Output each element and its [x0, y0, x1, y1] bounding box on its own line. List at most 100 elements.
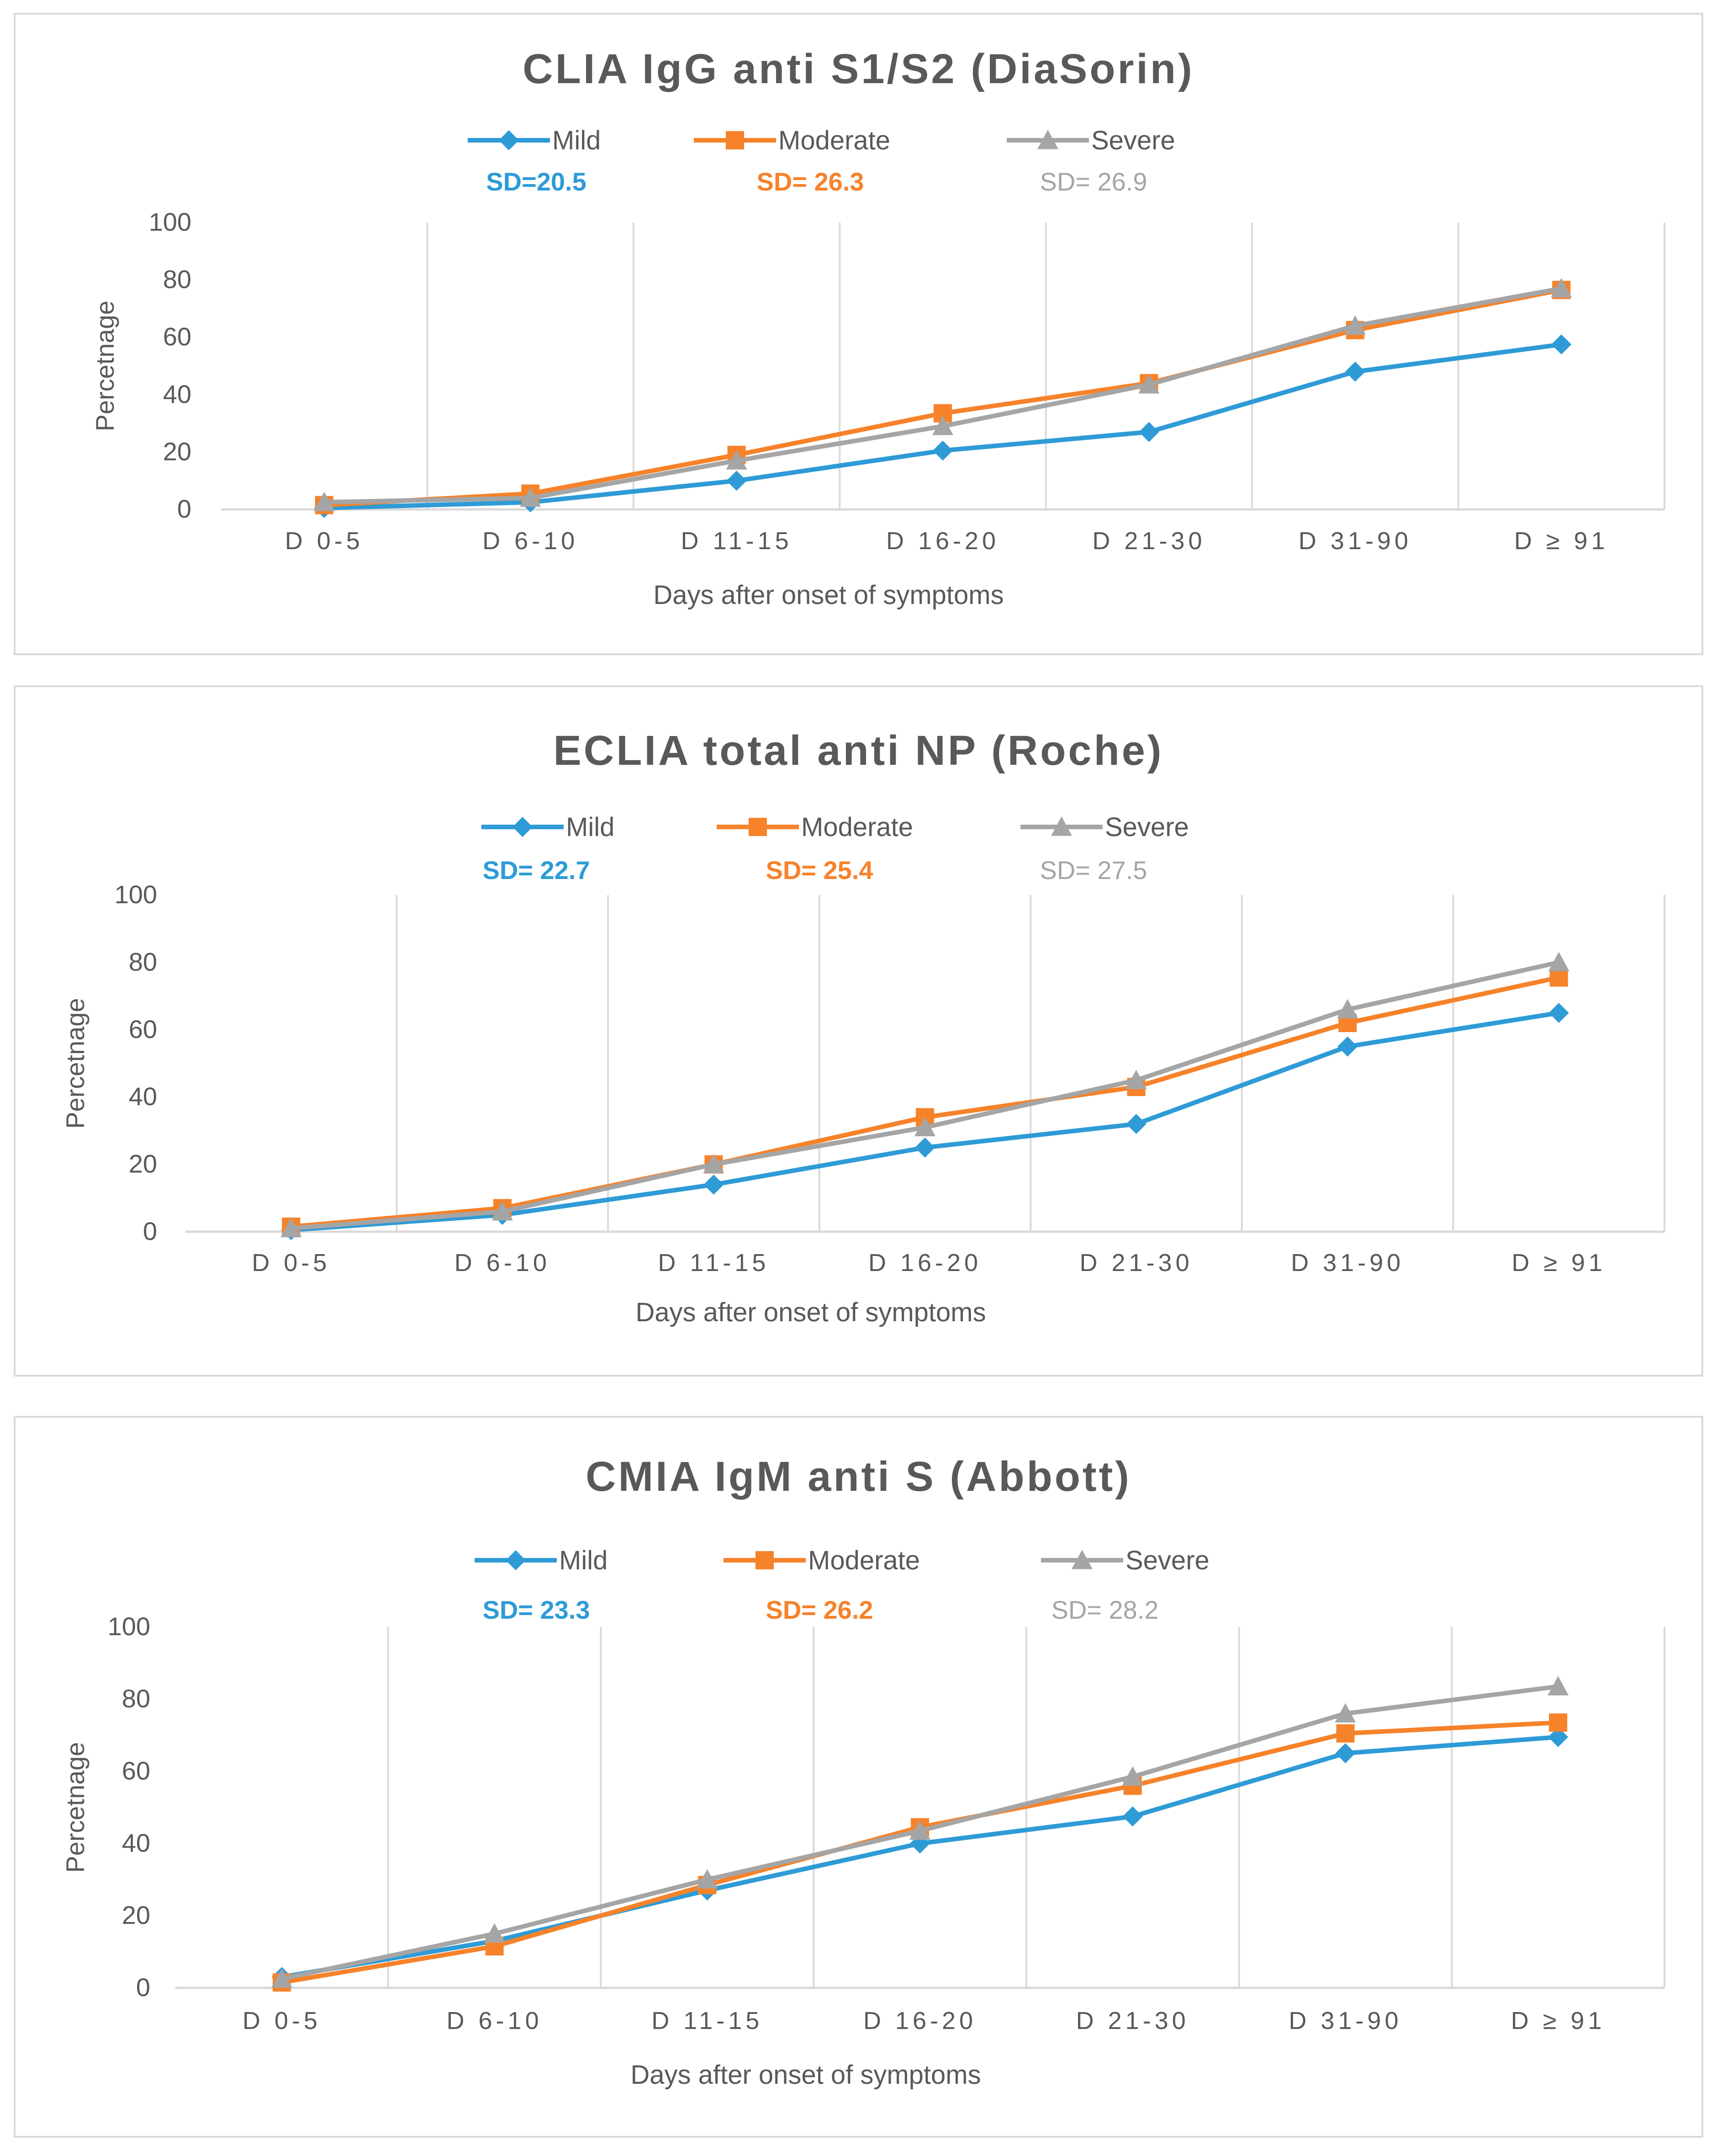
sd-label-mild: SD=20.5	[486, 167, 586, 196]
legend-label-mild: Mild	[566, 812, 614, 842]
x-tick-label: D 21-30	[1092, 527, 1205, 555]
sd-label-mild: SD= 23.3	[482, 1595, 590, 1624]
x-axis-title: Days after onset of symptoms	[635, 1298, 986, 1327]
x-tick-label: D 31-90	[1299, 527, 1412, 555]
x-tick-label: D ≥ 91	[1514, 527, 1609, 555]
legend-marker-mild	[506, 1550, 526, 1570]
y-tick-label: 40	[129, 1082, 157, 1111]
y-tick-label: 100	[108, 1612, 150, 1641]
x-tick-label: D 16-20	[868, 1249, 982, 1277]
x-tick-label: D 16-20	[886, 527, 999, 555]
y-tick-label: 80	[122, 1684, 150, 1713]
sd-label-moderate: SD= 26.3	[756, 167, 864, 196]
chart-title: CLIA IgG anti S1/S2 (DiaSorin)	[523, 46, 1194, 92]
data-point-mild	[1548, 1727, 1569, 1747]
data-point-severe	[1344, 315, 1366, 335]
x-tick-label: D 0-5	[243, 2007, 321, 2034]
data-point-mild	[1122, 1806, 1143, 1827]
data-point-moderate	[1549, 968, 1568, 987]
chart-eclia-total: ECLIA total anti NP (Roche) Mild SD= 22.7 M…	[61, 727, 1665, 1327]
data-point-moderate	[1549, 1713, 1568, 1732]
y-tick-label: 0	[136, 1973, 150, 2002]
chart-title: CMIA IgM anti S (Abbott)	[586, 1453, 1131, 1500]
chart-panel-2: ECLIA total anti NP (Roche) Mild SD= 22.7 M…	[14, 685, 1703, 1377]
data-point-severe	[1548, 952, 1569, 971]
chart-panel-3: CMIA IgM anti S (Abbott) Mild SD= 23.3 Mode…	[14, 1416, 1703, 2138]
y-tick-label: 60	[163, 322, 191, 351]
y-tick-label: 20	[122, 1901, 150, 1929]
y-tick-label: 100	[115, 880, 157, 909]
legend-label-moderate: Moderate	[808, 1546, 920, 1575]
chart-panel-1: CLIA IgG anti S1/S2 (DiaSorin) Mild SD=20.…	[14, 13, 1703, 655]
y-tick-label: 60	[129, 1015, 157, 1044]
data-point-severe	[484, 1923, 505, 1943]
sd-label-severe: SD= 26.9	[1040, 167, 1147, 196]
legend-label-severe: Severe	[1105, 812, 1189, 842]
x-tick-label: D 0-5	[285, 527, 364, 555]
x-tick-label: D 16-20	[863, 2007, 977, 2034]
data-point-mild	[1335, 1743, 1356, 1764]
data-point-severe	[1138, 374, 1160, 394]
data-point-severe	[697, 1869, 718, 1889]
data-point-severe	[271, 1968, 292, 1988]
data-point-severe	[1335, 1703, 1356, 1723]
data-point-mild	[703, 1174, 724, 1195]
data-point-severe	[1551, 278, 1572, 297]
sd-label-severe: SD= 27.5	[1040, 856, 1147, 885]
legend-label-moderate: Moderate	[801, 812, 913, 842]
series-line-moderate	[291, 975, 1559, 1229]
x-axis-title: Days after onset of symptoms	[630, 2060, 981, 2090]
y-tick-label: 20	[129, 1150, 157, 1178]
legend-marker-moderate	[726, 131, 744, 149]
chart-title: ECLIA total anti NP (Roche)	[553, 727, 1163, 774]
data-point-mild	[1337, 1036, 1358, 1057]
legend-marker-severe	[1051, 816, 1072, 836]
legend-marker-mild	[512, 817, 533, 837]
x-tick-label: D 6-10	[454, 1249, 550, 1277]
data-point-mild	[1548, 1002, 1569, 1023]
x-tick-label: D 11-15	[658, 1249, 769, 1277]
series-line-severe	[291, 960, 1559, 1231]
legend-marker-mild	[499, 130, 519, 150]
data-point-mild	[915, 1137, 935, 1158]
legend-marker-severe	[1037, 130, 1058, 149]
y-tick-label: 0	[143, 1217, 157, 1245]
y-tick-label: 80	[163, 265, 191, 294]
x-axis-title: Days after onset of symptoms	[653, 580, 1004, 610]
data-point-mild	[1551, 334, 1572, 355]
y-axis-title: Percetnage	[61, 1742, 90, 1873]
legend-marker-severe	[1072, 1550, 1093, 1569]
legend-label-severe: Severe	[1091, 126, 1175, 155]
data-point-severe	[914, 1117, 935, 1137]
data-point-severe	[909, 1820, 930, 1840]
y-tick-label: 40	[122, 1828, 150, 1857]
y-tick-label: 0	[177, 494, 191, 523]
data-point-severe	[313, 492, 335, 511]
legend-label-mild: Mild	[559, 1546, 608, 1575]
sd-label-moderate: SD= 26.2	[766, 1595, 873, 1624]
x-tick-label: D 11-15	[651, 2007, 763, 2034]
chart-cmia-igm: CMIA IgM anti S (Abbott) Mild SD= 23.3 Mode…	[61, 1453, 1665, 2090]
legend-marker-moderate	[749, 818, 767, 836]
y-tick-label: 100	[149, 207, 191, 236]
x-tick-label: D 11-15	[681, 527, 792, 555]
legend-marker-moderate	[755, 1551, 774, 1569]
legend-label-severe: Severe	[1125, 1546, 1210, 1575]
x-tick-label: D 6-10	[447, 2007, 543, 2034]
data-point-severe	[703, 1154, 724, 1174]
x-tick-label: D ≥ 91	[1511, 1249, 1606, 1277]
data-point-severe	[1122, 1766, 1143, 1786]
data-point-severe	[520, 487, 541, 507]
x-tick-label: D 21-30	[1080, 1249, 1193, 1277]
data-point-severe	[1548, 1676, 1569, 1695]
data-point-mild	[1126, 1114, 1146, 1134]
data-point-moderate	[1336, 1724, 1355, 1743]
x-tick-label: D 21-30	[1076, 2007, 1189, 2034]
data-point-severe	[491, 1201, 513, 1221]
legend-label-mild: Mild	[552, 126, 601, 155]
sd-label-severe: SD= 28.2	[1051, 1595, 1158, 1624]
data-point-severe	[932, 415, 953, 435]
legend-label-moderate: Moderate	[778, 126, 890, 155]
y-tick-label: 80	[129, 947, 157, 976]
series-line-severe	[324, 286, 1562, 505]
